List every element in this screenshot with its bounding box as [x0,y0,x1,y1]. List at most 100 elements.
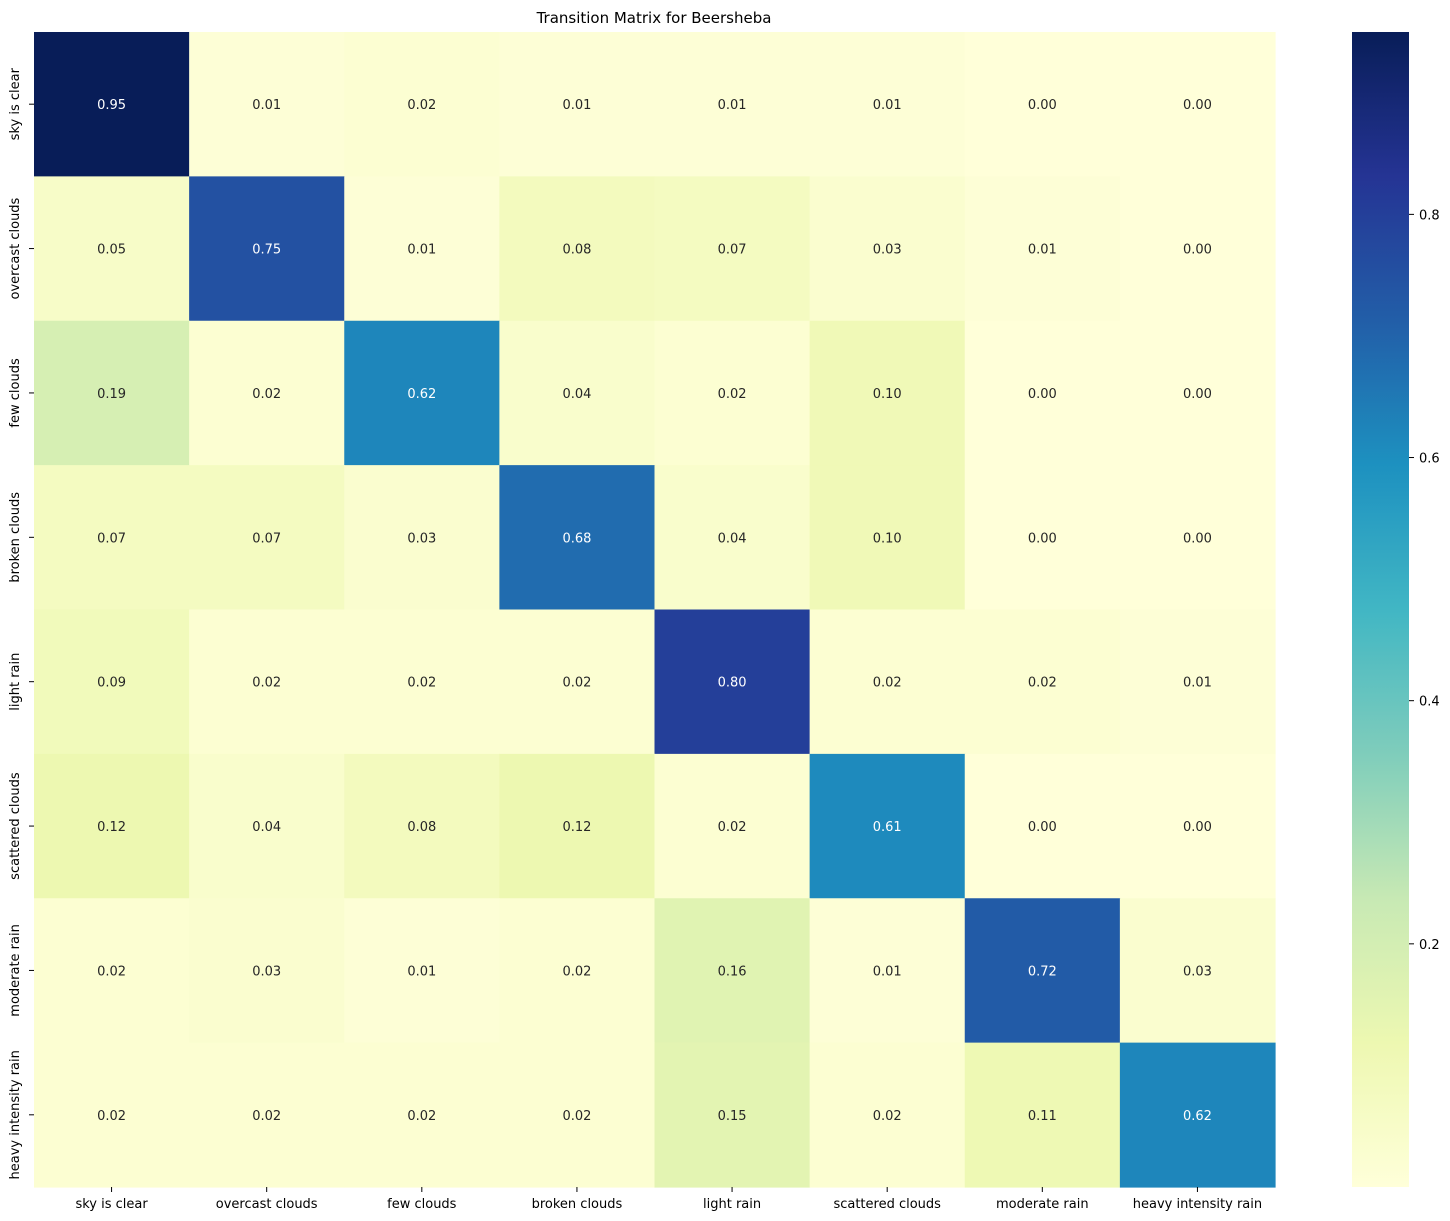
colorbar-tick-label: 0.6 [1419,452,1440,467]
heatmap-cell [1119,753,1276,899]
heatmap-cell [499,176,656,322]
cell-value-label: 0.62 [1183,1109,1212,1124]
heatmap-cell [654,320,811,466]
y-tick-label: sky is clear [8,67,23,140]
cell-value-label: 0.10 [873,387,902,402]
heatmap-cell [344,898,500,1044]
cell-value-label: 0.01 [718,98,747,113]
cell-value-label: 0.62 [407,387,436,402]
cell-value-label: 0.01 [1183,676,1212,691]
cell-value-label: 0.02 [562,1109,591,1124]
cell-value-label: 0.07 [252,531,281,546]
cell-value-label: 0.02 [873,676,902,691]
cell-value-label: 0.16 [718,964,747,979]
heatmap-cell [809,176,966,322]
heatmap-cell [499,320,656,466]
x-tick-label: few clouds [387,1197,457,1212]
heatmap-cell [964,320,1121,466]
x-tick-label: overcast clouds [216,1197,318,1212]
cell-value-label: 0.02 [407,1109,436,1124]
cell-value-label: 0.01 [1028,243,1057,258]
cell-value-label: 0.02 [1028,676,1057,691]
y-axis: sky is clear overcast clouds few clouds bro… [8,67,34,1180]
heatmap-cell [189,32,345,177]
heatmap-cell [499,609,656,755]
cell-value-label: 0.07 [97,531,126,546]
cell-value-label: 0.00 [1183,387,1212,402]
cell-value-label: 0.12 [562,820,591,835]
cell-value-label: 0.02 [252,676,281,691]
heatmap-cell [809,32,966,177]
heatmap-cell [189,176,345,322]
cell-value-label: 0.80 [718,676,747,691]
cell-value-label: 0.07 [718,243,747,258]
heatmap-cell [654,609,811,755]
cell-value-label: 0.12 [97,820,126,835]
heatmap-cell [964,176,1121,322]
heatmap-cell [1119,898,1276,1044]
heatmap-cell [34,176,190,322]
cell-value-label: 0.68 [562,531,591,546]
chart-title: Transition Matrix for Beersheba [536,9,772,27]
cell-value-label: 0.02 [97,1109,126,1124]
cell-value-label: 0.02 [718,387,747,402]
y-tick-label: moderate rain [8,924,23,1017]
x-tick-label: broken clouds [532,1197,623,1212]
cell-value-label: 0.00 [1183,98,1212,113]
cell-value-label: 0.00 [1028,98,1057,113]
heatmap-cell [189,1042,345,1188]
cell-value-label: 0.75 [252,243,281,258]
cell-value-label: 0.03 [1183,964,1212,979]
cell-value-label: 0.03 [407,531,436,546]
heatmap-cell [499,898,656,1044]
cell-value-label: 0.02 [562,964,591,979]
heatmap-cell [34,465,190,611]
heatmap-cell [499,32,656,177]
cell-value-label: 0.01 [873,964,902,979]
cell-value-label: 0.02 [252,1109,281,1124]
heatmap-cell [344,320,500,466]
y-tick-label: scattered clouds [8,772,23,880]
y-tick-label: heavy intensity rain [8,1050,23,1179]
cell-value-label: 0.02 [873,1109,902,1124]
heatmap-cell [654,32,811,177]
cell-value-label: 0.10 [873,531,902,546]
heatmap-cell [1119,32,1276,177]
cell-value-label: 0.02 [718,820,747,835]
cell-value-label: 0.72 [1028,964,1057,979]
heatmap-cell [964,465,1121,611]
y-tick-label: overcast clouds [8,197,23,299]
cell-value-label: 0.04 [252,820,281,835]
cell-value-label: 0.19 [97,387,126,402]
heatmap-cell [189,753,345,899]
heatmap-cell [964,609,1121,755]
heatmap-cell [809,320,966,466]
cell-value-label: 0.09 [97,676,126,691]
cell-value-label: 0.03 [252,964,281,979]
cell-value-label: 0.01 [252,98,281,113]
heatmap-cell [964,1042,1121,1188]
heatmap-cell [809,609,966,755]
heatmap-cell [189,898,345,1044]
heatmap-cell [34,898,190,1044]
x-axis: sky is clear overcast clouds few clouds bro… [75,1187,1262,1212]
heatmap-cells: 0.95 0.01 0.02 0.01 0.01 0.01 0.00 0.00 0.05 0.75… [34,32,1276,1188]
heatmap-cell [654,898,811,1044]
x-tick-label: moderate rain [996,1197,1089,1212]
heatmap-cell [809,753,966,899]
heatmap-cell [654,465,811,611]
heatmap-cell [499,465,656,611]
heatmap-cell [189,609,345,755]
heatmap-cell [964,898,1121,1044]
x-tick-label: light rain [703,1197,761,1212]
x-tick-label: scattered clouds [833,1197,941,1212]
heatmap-cell [499,753,656,899]
cell-value-label: 0.08 [562,243,591,258]
heatmap-cell [34,1042,190,1188]
heatmap-cell [654,176,811,322]
cell-value-label: 0.11 [1028,1109,1057,1124]
cell-value-label: 0.04 [562,387,591,402]
cell-value-label: 0.00 [1183,531,1212,546]
heatmap-cell [189,320,345,466]
